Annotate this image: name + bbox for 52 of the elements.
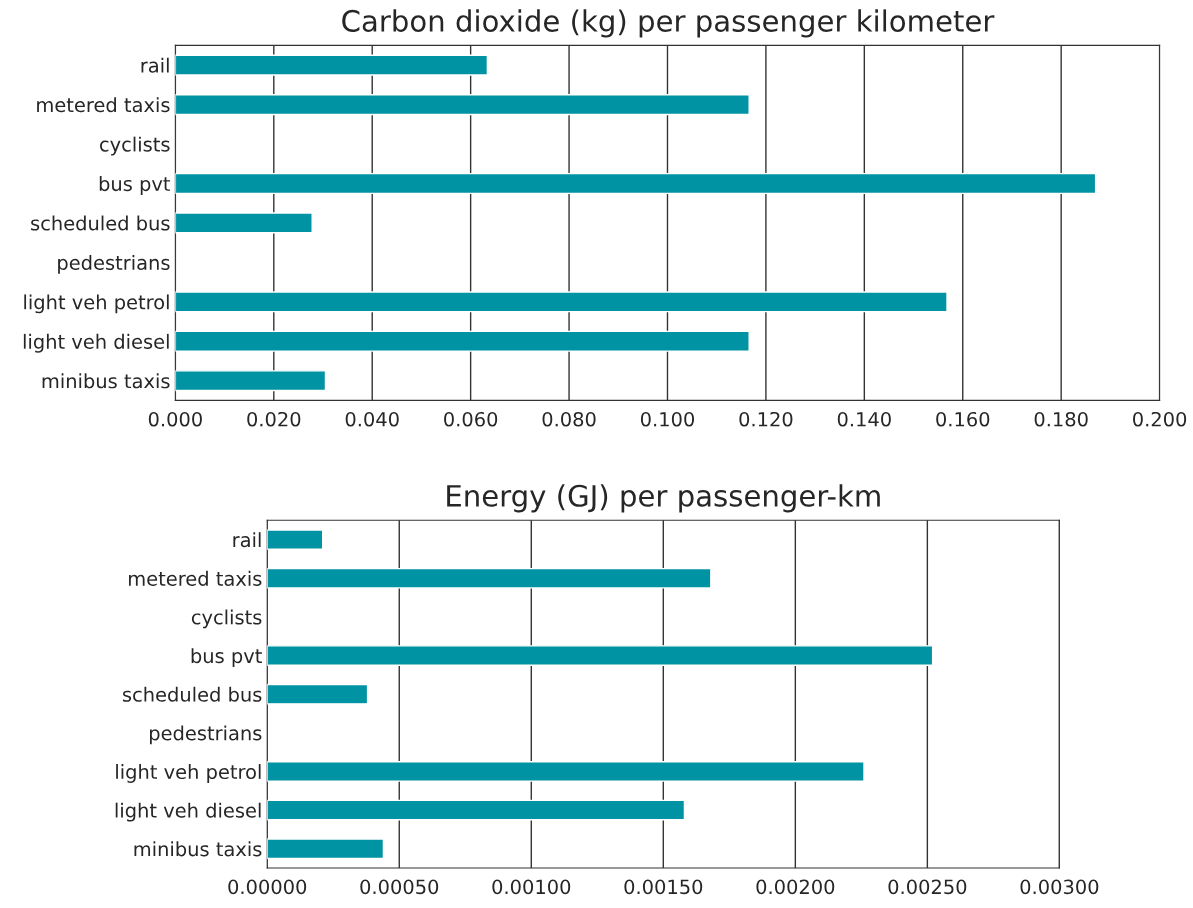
y-tick-label: light veh petrol [24,294,169,314]
chart-title: Carbon dioxide (kg) per passenger kilometer [342,9,995,38]
bar [267,799,686,821]
y-tick-label: minibus taxis [134,841,262,857]
y-tick-label: pedestrians [58,254,170,274]
x-tick-label: 0.120 [739,411,793,427]
bar [175,370,327,392]
y-tick-label: minibus taxis [42,373,170,389]
bar [175,54,489,76]
bar [175,212,313,234]
x-tick-label: 0.180 [1034,411,1088,427]
bar [267,645,934,666]
chart-title: Energy (GJ) per passenger-km [447,484,880,513]
x-tick-label: 0.160 [936,411,990,427]
y-tick-label: scheduled bus [31,215,170,231]
y-tick-label: bus pvt [99,176,171,195]
y-tick-label: cyclists [100,136,170,156]
bar [267,529,324,550]
y-tick-label: rail [141,57,169,73]
x-tick-label: 0.080 [542,411,596,427]
x-tick-label: 0.140 [837,411,891,427]
x-tick-label: 0.00200 [756,879,835,895]
x-tick-label: 0.00100 [492,879,571,895]
y-tick-label: metered taxis [37,97,170,113]
x-tick-label: 0.040 [345,411,399,427]
bar [267,838,385,860]
bar [267,761,865,782]
y-tick-label: cyclists [191,609,262,629]
x-tick-label: 0.000 [148,411,202,427]
bar [175,172,1097,195]
y-tick-label: metered taxis [129,570,262,586]
x-tick-label: 0.200 [1133,411,1187,427]
y-tick-label: light veh petrol [116,764,261,783]
y-tick-label: light veh diesel [115,802,261,822]
bar [267,567,712,589]
x-tick-label: 0.00250 [888,879,967,895]
bar [175,94,750,116]
bar [175,330,750,352]
y-tick-label: light veh diesel [23,333,169,353]
y-tick-label: scheduled bus [122,686,262,702]
x-tick-label: 0.060 [444,411,498,427]
y-tick-label: bus pvt [191,648,262,667]
bar [267,683,369,705]
x-tick-label: 0.00000 [228,879,307,895]
y-tick-label: pedestrians [150,725,262,745]
x-tick-label: 0.00150 [624,879,703,895]
x-tick-label: 0.00300 [1020,879,1099,895]
bar [175,291,948,313]
x-tick-label: 0.020 [247,411,301,427]
x-tick-label: 0.00050 [360,879,439,895]
x-tick-label: 0.100 [640,411,695,427]
y-tick-label: rail [233,532,261,548]
